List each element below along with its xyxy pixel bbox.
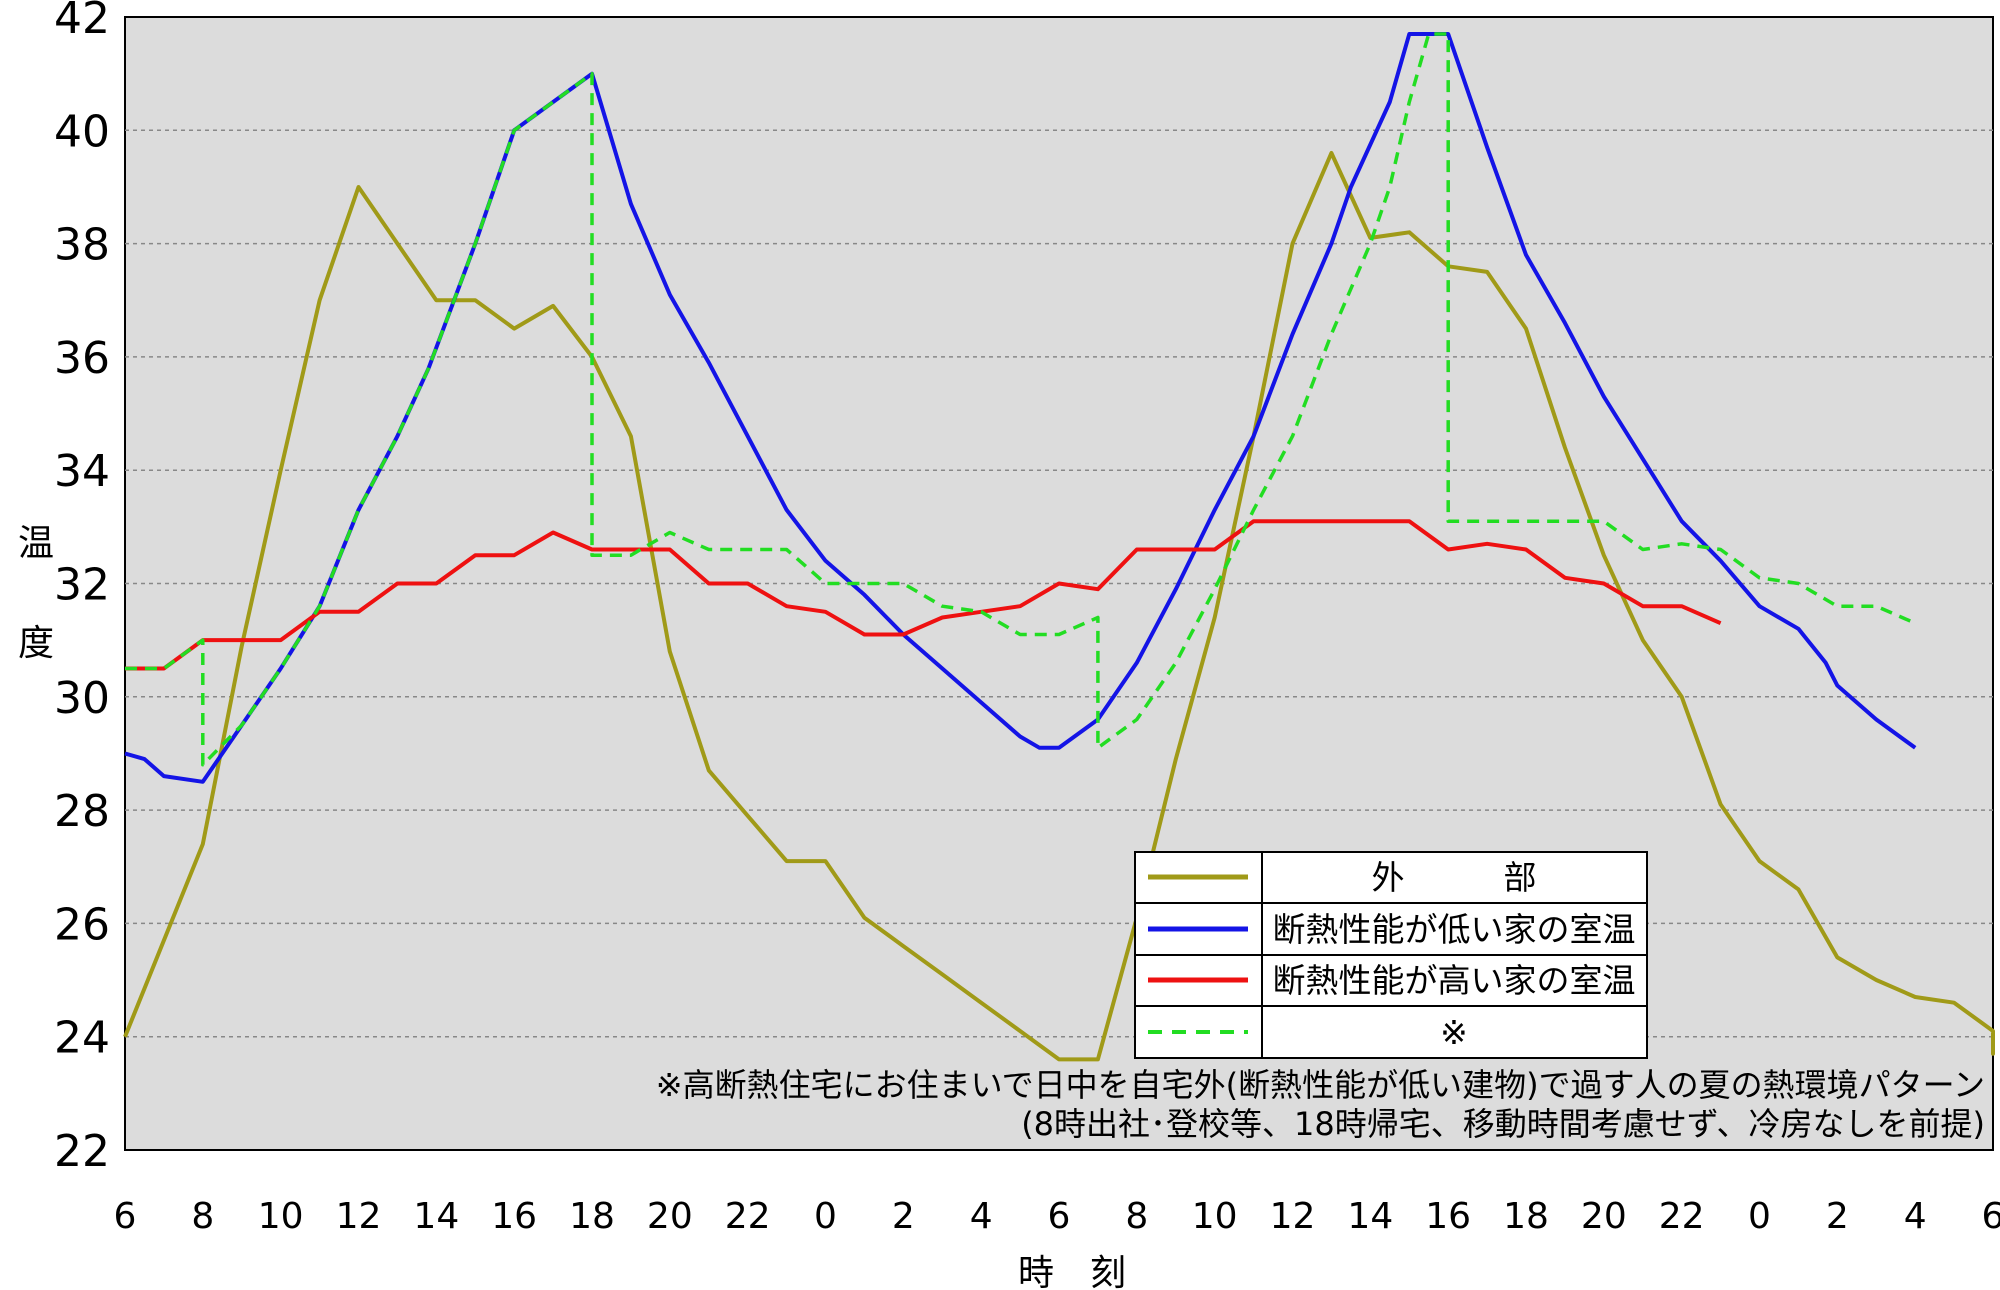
x-tick-label: 10 [1192, 1196, 1238, 1237]
x-tick-label: 18 [1503, 1196, 1549, 1237]
y-tick-label: 42 [54, 0, 110, 44]
x-tick-label: 4 [1904, 1196, 1927, 1237]
x-tick-label: 2 [1826, 1196, 1849, 1237]
legend-label-outside: 外 部 [1372, 858, 1537, 897]
y-tick-label: 32 [54, 560, 110, 611]
y-tick-label: 22 [54, 1126, 110, 1177]
x-tick-label: 16 [491, 1196, 537, 1237]
x-tick-label: 18 [569, 1196, 615, 1237]
y-axis-label-char-2: 度 [18, 623, 54, 664]
legend-label-high-insulation: 断熱性能が高い家の室温 [1273, 961, 1636, 1000]
y-tick-label: 34 [54, 446, 110, 497]
series-high-insulation [125, 519, 1722, 671]
x-tick-label: 0 [814, 1196, 837, 1237]
y-tick-label: 26 [54, 899, 110, 950]
y-tick-label: 38 [54, 220, 110, 271]
annotation-line-2: (8時出社･登校等、18時帰宅、移動時間考慮せず、冷房なしを前提) [1021, 1105, 1985, 1143]
x-tick-label: 10 [258, 1196, 304, 1237]
x-tick-label: 14 [413, 1196, 459, 1237]
legend-label-note: ※ [1440, 1013, 1468, 1052]
x-tick-label: 8 [1125, 1196, 1148, 1237]
y-tick-label: 24 [54, 1013, 110, 1064]
legend: 外 部 断熱性能が低い家の室温 断熱性能が高い家の室温 ※ [1134, 851, 1648, 1059]
x-tick-label: 6 [1048, 1196, 1071, 1237]
x-axis-ticks: 6 8 10 12 14 16 18 20 22 0 2 4 6 8 10 12 14 16 18 20 22 0 2 4 6 [114, 1196, 2000, 1237]
y-axis-label-char-1: 温 [18, 523, 54, 564]
x-tick-label: 6 [1982, 1196, 2000, 1237]
x-tick-label: 12 [1270, 1196, 1316, 1237]
x-tick-label: 22 [1659, 1196, 1705, 1237]
series-outside [123, 151, 1995, 1062]
y-tick-label: 36 [54, 333, 110, 384]
x-tick-label: 8 [191, 1196, 214, 1237]
series-note-dashed [125, 32, 1916, 767]
x-tick-label: 16 [1425, 1196, 1471, 1237]
annotation-line-1: ※高断熱住宅にお住まいで日中を自宅外(断熱性能が低い建物)で過す人の夏の熱環境パ… [656, 1066, 1985, 1104]
series-group [123, 32, 1995, 1062]
x-tick-label: 4 [970, 1196, 993, 1237]
x-tick-label: 20 [647, 1196, 693, 1237]
x-tick-label: 12 [336, 1196, 382, 1237]
legend-label-low-insulation: 断熱性能が低い家の室温 [1273, 910, 1636, 949]
x-tick-label: 14 [1347, 1196, 1393, 1237]
y-axis-ticks: 22 24 26 28 30 32 34 36 38 40 42 [54, 0, 110, 1177]
x-axis-label: 時 刻 [1018, 1253, 1126, 1290]
x-tick-label: 0 [1748, 1196, 1771, 1237]
y-tick-label: 30 [54, 673, 110, 724]
y-tick-label: 28 [54, 786, 110, 837]
x-tick-label: 6 [114, 1196, 137, 1237]
x-tick-label: 20 [1581, 1196, 1627, 1237]
x-tick-label: 2 [892, 1196, 915, 1237]
x-tick-label: 22 [725, 1196, 771, 1237]
y-tick-label: 40 [54, 106, 110, 157]
